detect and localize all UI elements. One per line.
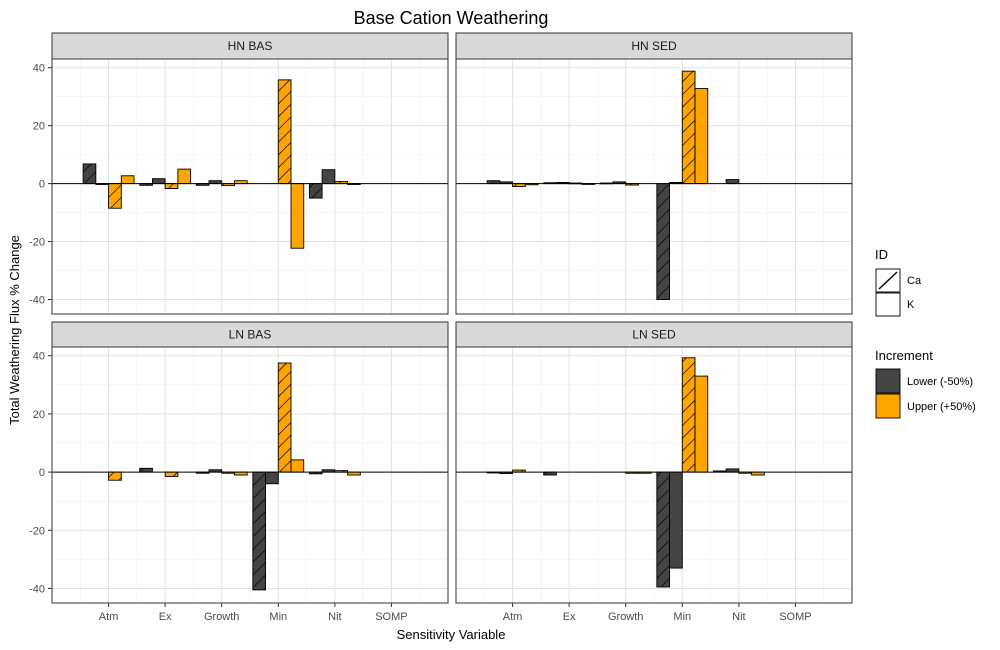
bar-hatch [738,472,752,474]
facet-panel: HN SED [455,32,853,315]
bar-hatch [108,183,122,209]
bar [151,178,166,185]
facet-panel: LN SED Atm Ex Growth Min Nit SOMP [455,321,853,623]
bar [265,471,279,485]
bar [177,168,192,185]
bar-hatch [278,79,292,184]
x-tick-label: Nit [732,611,745,623]
y-tick-label: 0 [39,179,45,191]
bar [120,175,135,185]
bar [694,88,709,185]
bar-hatch [682,357,696,473]
x-tick-label: Ex [159,611,172,623]
legend-label: Lower (-50%) [907,376,973,388]
facet-panel: HN BAS -40 -20 0 20 40 [29,32,449,315]
facet-strip-label: HN BAS [228,39,273,53]
bar-hatch [512,470,526,473]
bar-hatch [165,183,178,189]
legend-title-increment: Increment [875,348,933,363]
facet-strip [51,32,449,60]
facet-strip [455,32,853,60]
bar-hatch [512,183,526,187]
y-tick-label: 20 [33,121,45,133]
facet-strip-label: LN SED [632,328,676,342]
bar-hatch [656,472,670,587]
x-tick-label: Ex [563,611,576,623]
bar-hatch [625,183,639,186]
y-tick-label: -20 [29,525,45,537]
bar [694,375,709,473]
panel-border [51,58,449,315]
facet-strip [51,321,449,348]
facet-panel: LN BAS -40 -20 0 20 40 Atm Ex Growth Min Nit SOMP [29,321,449,623]
bar-hatch [221,183,235,186]
bar-hatch [165,472,178,477]
x-axis-title: Sensitivity Variable [397,627,506,642]
bar-hatch [139,183,153,186]
bar-hatch [487,180,500,184]
facet-strip [455,321,853,348]
bar-hatch [334,470,348,473]
legend-label: K [907,299,915,311]
bar [290,183,305,249]
y-axis-title: Total Weathering Flux % Change [7,235,22,425]
legend-key [875,368,901,394]
x-tick-label: Growth [204,611,239,623]
bar-hatch [196,183,209,186]
x-tick-label: SOMP [375,611,407,623]
legend-label: Upper (+50%) [907,401,976,413]
y-tick-label: 0 [39,467,45,479]
facet-strip-label: LN BAS [229,328,272,342]
bar-hatch [83,163,96,184]
bar-hatch [278,363,292,473]
y-tick-label: -40 [29,295,45,307]
bar-hatch [252,472,266,590]
legend-key [875,393,901,419]
x-tick-label: Atm [99,611,119,623]
x-tick-label: Growth [608,611,643,623]
legend-key [875,292,901,317]
x-tick-label: Atm [503,611,523,623]
panel-border [51,346,449,604]
y-tick-label: -20 [29,237,45,249]
y-tick-label: -40 [29,583,45,595]
bar [669,471,683,569]
bar-hatch [656,183,670,300]
bar-hatch [221,472,235,474]
x-tick-label: Min [269,611,287,623]
chart-title: Base Cation Weathering [354,8,549,28]
bar-hatch [108,472,122,481]
legend-label: Ca [907,275,922,287]
facet-strip-label: HN SED [631,39,677,53]
y-tick-label: 40 [33,351,45,363]
bar-hatch [139,468,153,473]
legend-hatch-mark [878,271,898,290]
x-tick-label: SOMP [779,611,811,623]
bar-hatch [713,470,727,473]
bar [321,169,336,185]
y-tick-label: 40 [33,63,45,75]
bar-hatch [334,181,348,184]
bar-hatch [196,472,209,474]
panel-border [455,346,853,604]
bar-hatch [309,183,323,199]
bar-hatch [682,71,696,184]
x-tick-label: Min [673,611,691,623]
bar-hatch [543,472,557,475]
y-tick-label: 20 [33,409,45,421]
bar [290,459,305,473]
panel-border [455,58,853,315]
bar-hatch [309,472,323,474]
bar [725,179,740,185]
legend-title-id: ID [875,247,888,262]
bar-hatch [625,472,639,474]
x-tick-label: Nit [328,611,341,623]
